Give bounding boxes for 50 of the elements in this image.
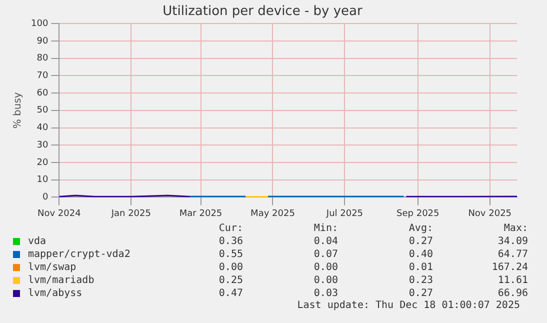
text: 0.36: [218, 236, 243, 247]
x-tick-label: May 2025: [250, 208, 295, 219]
text: Max:: [502, 223, 528, 234]
y-tick-label: 80: [36, 54, 48, 64]
y-tick-label: 10: [36, 175, 48, 186]
text: 0.25: [218, 275, 243, 286]
text: 0.47: [218, 288, 243, 299]
y-tick-label: 50: [36, 106, 48, 116]
text: 0.40: [408, 249, 433, 260]
text: Avg:: [408, 223, 433, 234]
x-tick-label: Sep 2025: [396, 208, 440, 219]
text: 0.04: [312, 236, 338, 247]
text: 0.03: [312, 288, 338, 299]
x-tick-label: Jul 2025: [325, 208, 364, 219]
x-tick-label: Jan 2025: [110, 208, 151, 219]
text: 64.77: [496, 249, 528, 260]
text: 0.27: [408, 288, 433, 299]
legend-label: mapper/crypt-vda2: [28, 249, 132, 260]
y-tick-label: 90: [36, 36, 48, 46]
text: 0.00: [312, 275, 338, 286]
chart-title: Utilization per device - by year: [162, 4, 364, 20]
text: 0.00: [218, 262, 243, 273]
text: Cur:: [218, 223, 243, 234]
text: 11.61: [496, 275, 528, 286]
y-tick-label: 40: [36, 123, 48, 134]
text: 0.27: [408, 236, 433, 247]
text: 0.23: [408, 275, 433, 286]
y-tick-label: 60: [36, 88, 48, 98]
y-tick-label: 0: [42, 192, 48, 203]
legend-label: lvm/mariadb: [28, 275, 96, 286]
legend-label: lvm/abyss: [28, 288, 84, 299]
legend-label: lvm/swap: [28, 262, 78, 273]
text: 34.09: [496, 236, 528, 247]
text: 0.00: [312, 262, 338, 273]
text: Last update: Thu Dec 18 01:00:07 2025: [296, 300, 520, 313]
y-tick-label: 20: [36, 158, 48, 168]
text: Min:: [312, 223, 338, 234]
x-tick-label: Nov 2024: [38, 208, 82, 219]
legend-label: vda: [28, 236, 48, 247]
text: 167.24: [490, 262, 528, 273]
y-tick-label: 70: [36, 71, 48, 82]
y-axis-title: % busy: [12, 92, 24, 129]
x-tick-label: Nov 2025: [468, 208, 512, 219]
text: 0.55: [218, 249, 243, 260]
text: 0.01: [408, 262, 433, 273]
y-tick-label: 30: [36, 140, 48, 150]
text: 0.07: [312, 249, 338, 260]
text: 66.96: [496, 288, 528, 299]
y-tick-label: 100: [30, 18, 48, 29]
x-tick-label: Mar 2025: [179, 208, 222, 219]
